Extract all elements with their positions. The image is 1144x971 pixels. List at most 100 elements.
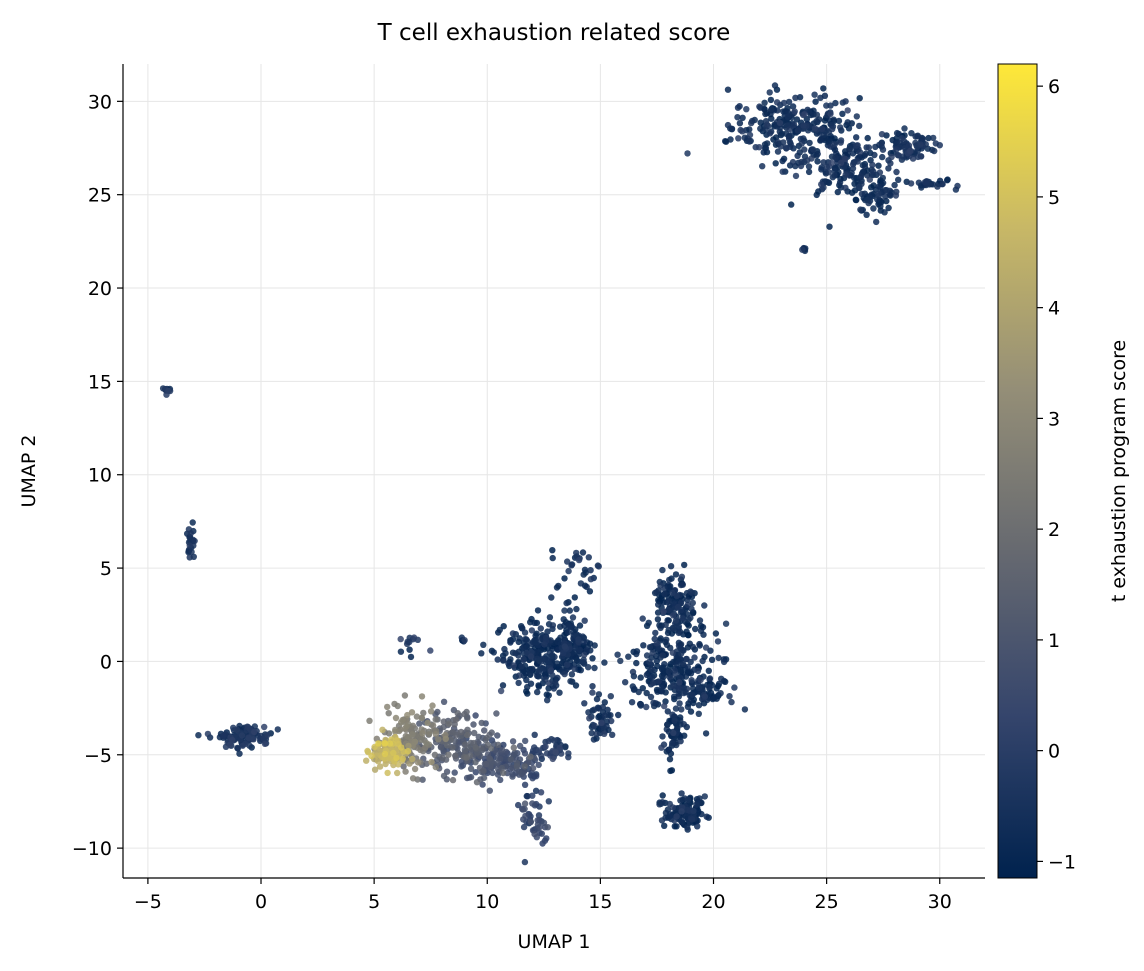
scatter-point — [520, 655, 527, 663]
scatter-point — [515, 672, 523, 679]
scatter-point — [722, 620, 730, 627]
scatter-point — [585, 554, 592, 561]
scatter-point — [887, 160, 894, 167]
scatter-point — [677, 667, 684, 674]
scatter-point — [799, 246, 806, 253]
scatter-point — [653, 588, 660, 596]
scatter-point — [954, 182, 961, 190]
scatter-point — [591, 706, 598, 713]
scatter-point — [687, 697, 694, 704]
scatter-point — [703, 813, 710, 820]
scatter-point — [676, 679, 683, 686]
scatter-point — [529, 665, 536, 673]
scatter-point — [601, 712, 609, 719]
scatter-point — [561, 643, 568, 650]
scatter-point — [509, 773, 516, 780]
scatter-point — [893, 146, 900, 153]
scatter-point — [399, 755, 406, 762]
scatter-point — [403, 723, 410, 730]
scatter-point — [811, 91, 818, 98]
scatter-point — [722, 138, 729, 145]
scatter-point — [481, 727, 488, 734]
scatter-point — [892, 192, 900, 199]
scatter-point — [791, 108, 798, 115]
scatter-point — [385, 730, 393, 737]
scatter-point — [853, 196, 860, 204]
scatter-point — [507, 756, 514, 763]
scatter-point — [633, 659, 640, 667]
scatter-point — [785, 98, 793, 106]
scatter-point — [274, 726, 281, 733]
scatter-point — [687, 588, 694, 595]
scatter-point — [189, 519, 196, 526]
scatter-point — [863, 211, 870, 218]
scatter-point — [787, 141, 794, 148]
scatter-point — [585, 664, 592, 671]
scatter-point — [238, 732, 246, 739]
scatter-point — [842, 171, 849, 178]
scatter-point — [786, 126, 793, 133]
scatter-point — [658, 684, 665, 692]
scatter-point — [827, 110, 834, 118]
scatter-point — [451, 769, 458, 776]
scatter-point — [696, 640, 703, 648]
scatter-point — [527, 619, 534, 626]
scatter-point — [643, 652, 651, 659]
scatter-point — [649, 649, 656, 657]
data-points — [159, 82, 961, 866]
scatter-point — [537, 625, 544, 632]
scatter-point — [589, 655, 596, 662]
scatter-point — [666, 585, 673, 592]
scatter-point — [650, 699, 657, 706]
scatter-point — [727, 136, 734, 143]
scatter-point — [545, 737, 552, 745]
scatter-point — [818, 181, 825, 188]
scatter-point — [580, 659, 587, 666]
scatter-point — [416, 720, 423, 727]
scatter-point — [424, 719, 431, 727]
scatter-point — [661, 590, 668, 598]
scatter-point — [467, 765, 475, 772]
scatter-point — [820, 159, 827, 166]
scatter-point — [397, 648, 405, 655]
scatter-point — [739, 114, 746, 122]
scatter-point — [501, 645, 508, 653]
scatter-point — [601, 659, 608, 666]
scatter-point — [731, 684, 738, 691]
scatter-point — [478, 650, 485, 657]
scatter-point — [813, 117, 820, 125]
scatter-point — [667, 563, 675, 570]
scatter-point — [706, 683, 713, 691]
scatter-point — [595, 563, 602, 570]
scatter-point — [522, 812, 529, 820]
scatter-point — [801, 146, 808, 153]
scatter-point — [640, 642, 647, 649]
scatter-point — [710, 694, 718, 702]
scatter-point — [885, 204, 892, 212]
scatter-point — [245, 734, 252, 741]
scatter-point — [835, 117, 843, 125]
y-axis-ticks: −10 −5 0 5 10 15 20 25 30 — [72, 91, 123, 860]
scatter-point — [834, 188, 841, 196]
scatter-point — [678, 819, 685, 826]
scatter-point — [930, 134, 937, 142]
scatter-point — [374, 758, 382, 765]
scatter-point — [646, 658, 653, 665]
scatter-point — [571, 594, 578, 601]
scatter-point — [461, 749, 469, 756]
scatter-point — [659, 566, 666, 574]
scatter-point — [689, 643, 697, 651]
scatter-point — [856, 95, 863, 102]
scatter-point — [811, 125, 818, 132]
scatter-point — [261, 723, 268, 731]
y-tick-label: 15 — [88, 371, 112, 393]
scatter-point — [507, 638, 514, 645]
scatter-point — [494, 771, 502, 778]
scatter-point — [876, 169, 884, 176]
scatter-point — [670, 729, 677, 737]
scatter-point — [883, 187, 890, 194]
scatter-point — [677, 599, 685, 606]
scatter-point — [650, 679, 657, 687]
scatter-point — [939, 180, 946, 188]
scatter-point — [233, 726, 241, 733]
